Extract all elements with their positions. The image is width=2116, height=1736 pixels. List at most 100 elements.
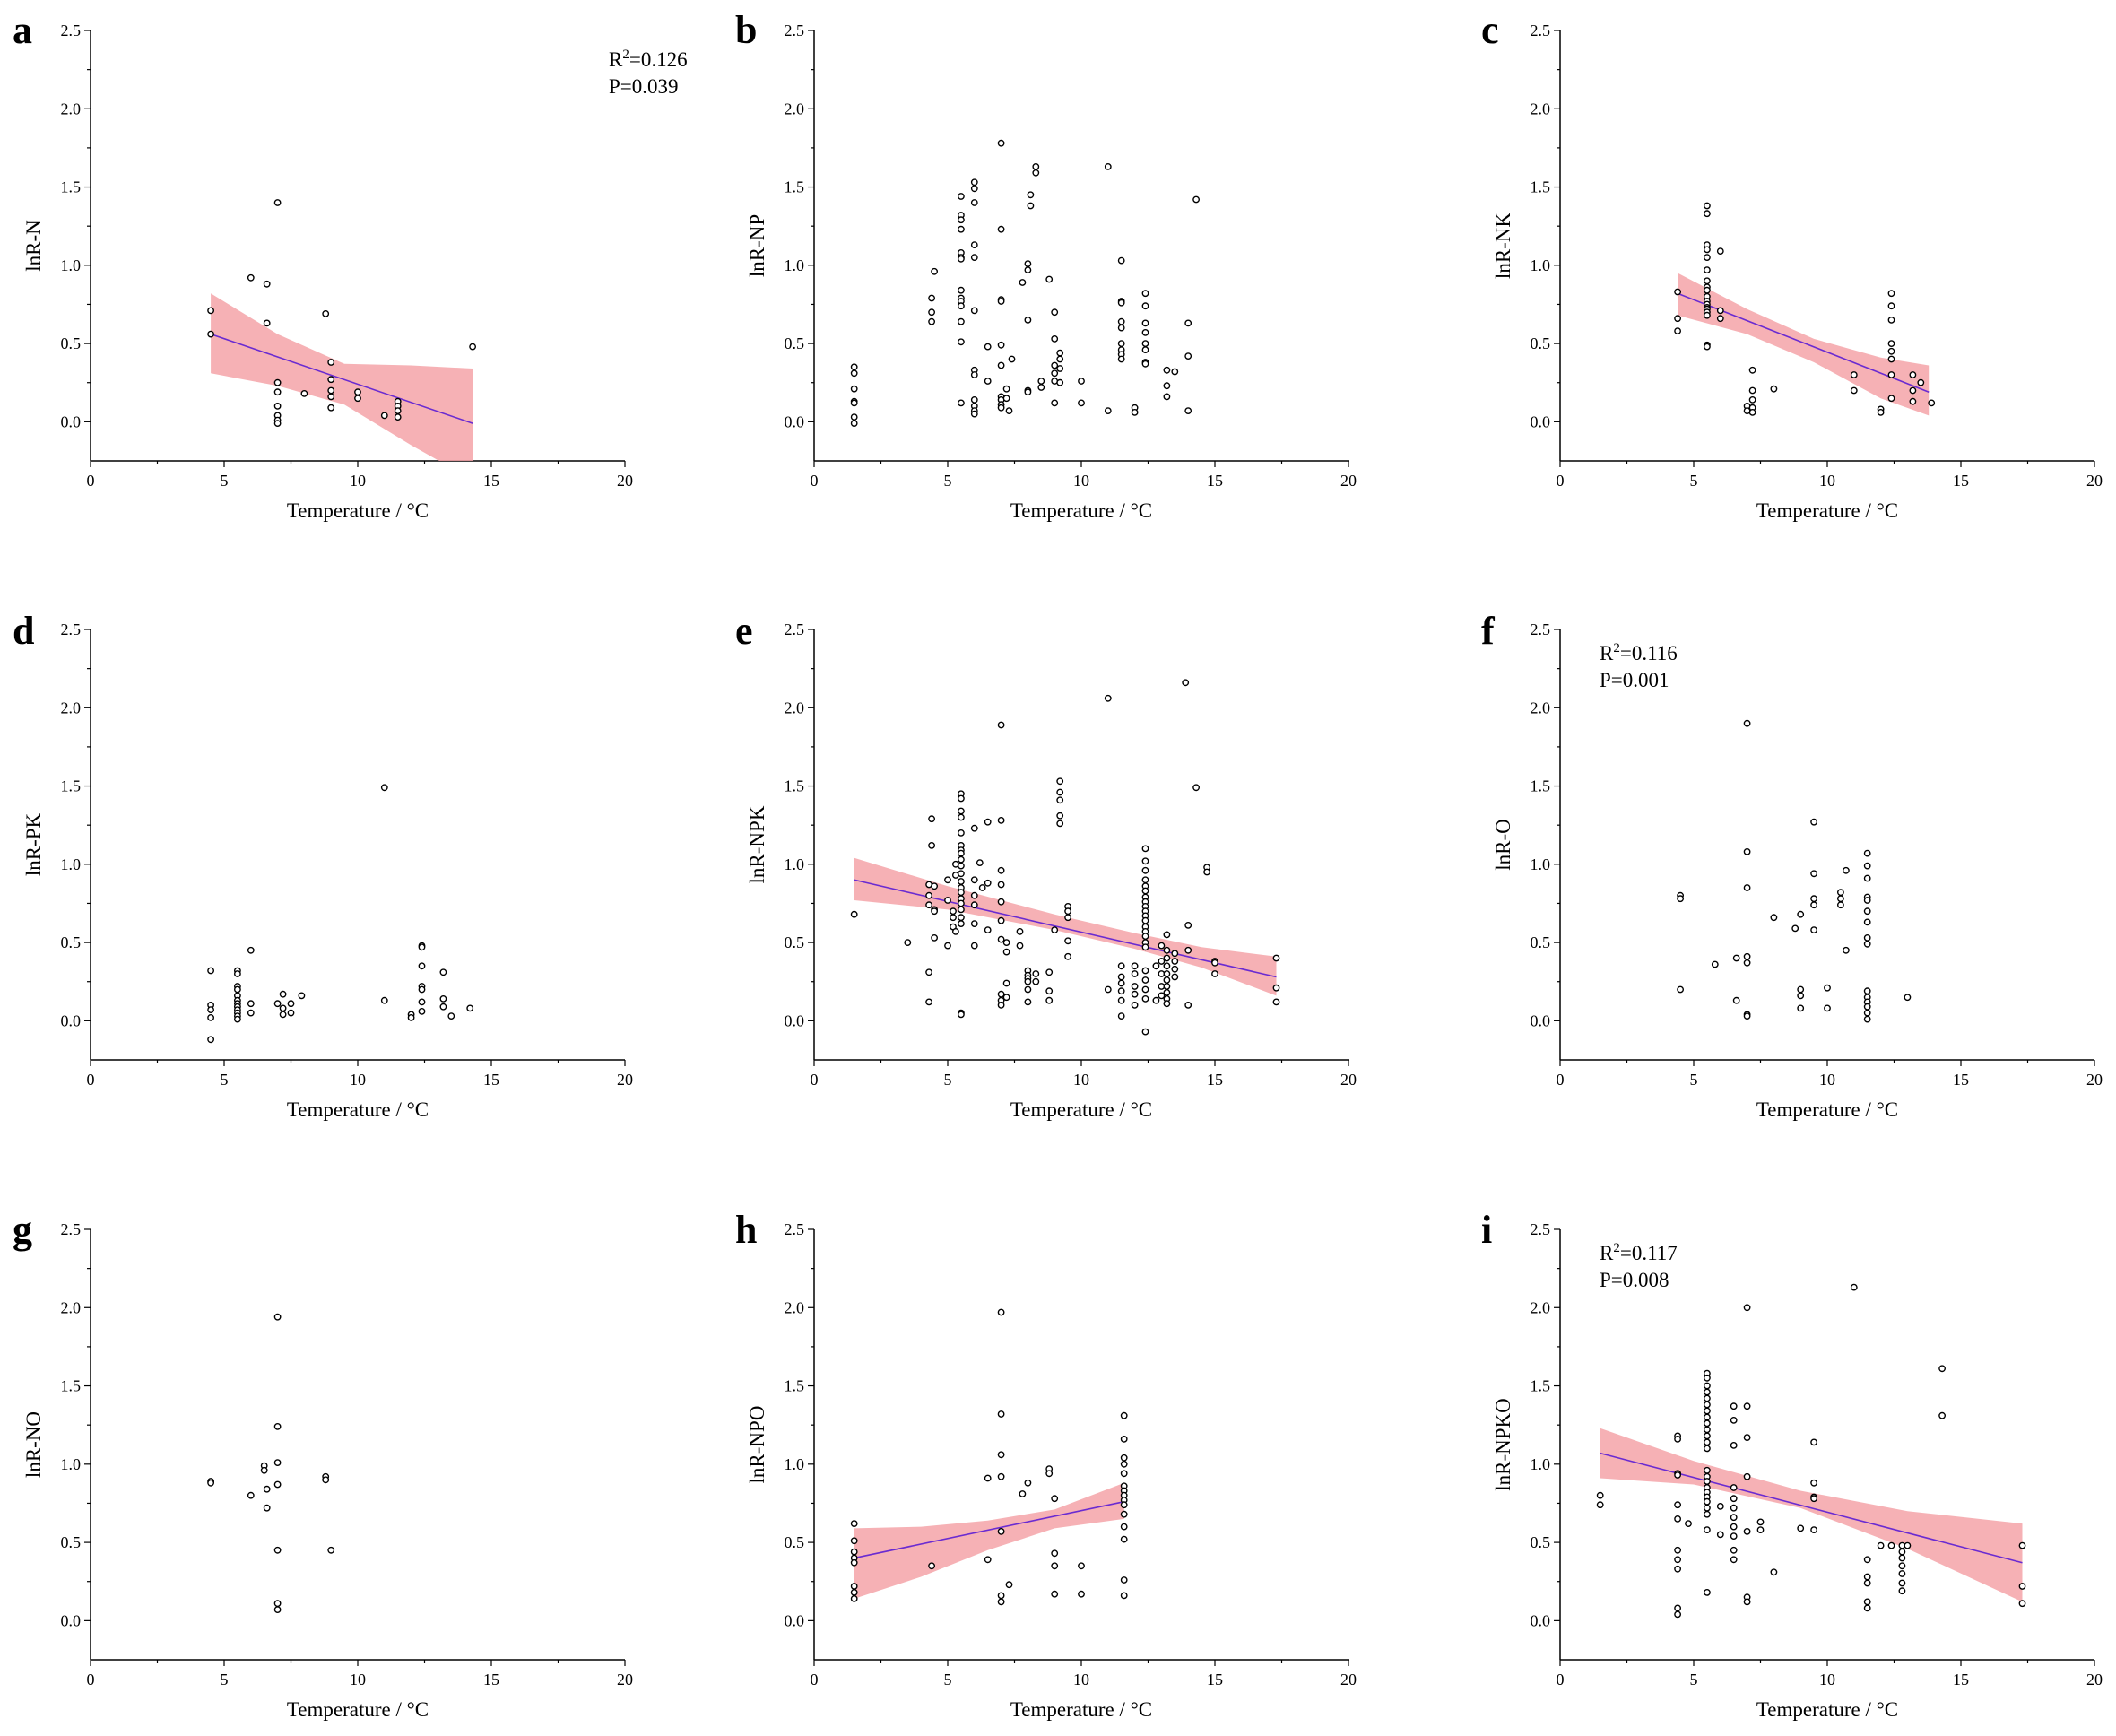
data-point — [1797, 910, 1805, 918]
data-point — [1152, 996, 1160, 1004]
data-point — [1078, 378, 1085, 385]
data-point — [850, 1548, 858, 1556]
data-point — [273, 1546, 282, 1554]
data-point — [1704, 266, 1711, 273]
data-point — [1163, 382, 1171, 390]
y-tick-label: 0.5 — [1531, 334, 1551, 352]
data-point — [263, 1485, 271, 1493]
y-axis-title: lnR-O — [1492, 819, 1514, 871]
x-tick-label: 5 — [944, 1071, 952, 1089]
x-tick-label: 0 — [1557, 472, 1565, 490]
x-tick-label: 20 — [617, 472, 633, 490]
data-point — [1704, 254, 1711, 261]
data-point — [1704, 1401, 1711, 1409]
data-point — [1674, 1610, 1682, 1619]
data-point — [1158, 992, 1166, 1000]
data-point — [1704, 1510, 1711, 1518]
x-tick-label: 15 — [483, 472, 499, 490]
data-point — [327, 1546, 335, 1554]
data-point — [1887, 1541, 1895, 1549]
data-point — [1674, 1471, 1682, 1479]
data-point — [1192, 195, 1201, 204]
data-point — [260, 1466, 268, 1474]
data-point — [1850, 1283, 1858, 1291]
data-point — [970, 371, 978, 378]
data-point — [354, 388, 361, 396]
data-point — [1064, 907, 1072, 916]
data-point — [1032, 977, 1040, 985]
data-point — [1163, 976, 1171, 984]
data-point — [1898, 1570, 1906, 1577]
data-point — [1141, 943, 1149, 951]
panel-letter: a — [13, 8, 32, 52]
y-tick-label: 1.5 — [1531, 777, 1551, 795]
y-tick-label: 0.0 — [61, 1611, 82, 1629]
data-point — [327, 393, 335, 401]
data-point — [970, 824, 978, 832]
data-point — [1141, 887, 1149, 895]
x-tick-label: 5 — [944, 1671, 952, 1688]
data-point — [1120, 1470, 1128, 1478]
y-tick-label: 2.5 — [785, 1220, 805, 1238]
data-point — [1002, 948, 1010, 956]
data-point — [1051, 1562, 1059, 1570]
data-point — [997, 1528, 1005, 1535]
data-point — [273, 388, 282, 396]
data-point — [1152, 962, 1160, 970]
data-point — [997, 1592, 1005, 1600]
x-tick-label: 10 — [350, 472, 366, 490]
data-point — [1863, 934, 1871, 942]
data-point — [1117, 1012, 1125, 1020]
data-point — [1163, 1000, 1171, 1008]
data-point — [273, 1600, 282, 1608]
data-point — [273, 420, 282, 427]
data-point — [1184, 319, 1192, 327]
data-point — [1141, 876, 1149, 884]
data-point — [1163, 366, 1171, 374]
data-point — [1704, 1589, 1711, 1596]
data-point — [970, 307, 978, 315]
x-tick-label: 5 — [1690, 1671, 1698, 1688]
data-point — [850, 413, 858, 421]
data-point — [247, 946, 255, 954]
data-point — [1743, 1472, 1751, 1480]
data-point — [925, 901, 933, 909]
x-tick-label: 20 — [617, 1071, 633, 1089]
data-point — [300, 389, 308, 397]
data-point — [1863, 1604, 1871, 1612]
regression-line — [854, 1500, 1124, 1559]
y-tick-label: 1.5 — [1531, 1377, 1551, 1395]
data-point — [931, 907, 939, 916]
data-point — [970, 410, 978, 418]
y-tick-label: 0.5 — [785, 1533, 805, 1551]
data-point — [1045, 1470, 1054, 1478]
data-point — [1596, 1491, 1604, 1499]
x-axis-title: Temperature / °C — [1756, 1098, 1898, 1121]
data-point — [2018, 1600, 2026, 1608]
data-point — [1704, 1478, 1711, 1485]
x-tick-label: 10 — [1819, 1671, 1835, 1688]
data-point — [850, 369, 858, 378]
data-point — [850, 363, 858, 371]
confidence-band — [211, 293, 473, 461]
data-point — [1024, 985, 1032, 994]
data-point — [1141, 857, 1149, 865]
y-tick-label: 1.0 — [785, 1455, 805, 1473]
data-point — [1019, 1490, 1027, 1497]
data-point — [1743, 952, 1751, 960]
data-point — [1117, 355, 1125, 363]
data-point — [327, 359, 335, 366]
data-point — [469, 343, 476, 351]
data-point — [958, 807, 965, 815]
data-point — [1730, 1556, 1738, 1564]
data-point — [1002, 385, 1010, 393]
data-point — [1674, 288, 1682, 296]
data-point — [1016, 928, 1024, 935]
data-point — [1141, 933, 1149, 941]
data-point — [958, 855, 965, 864]
data-point — [1797, 985, 1805, 994]
x-axis-title: Temperature / °C — [1756, 1698, 1898, 1721]
panel-h: h 0.0 0.5 1.0 1.5 2.0 2.5 0 5 10 15 20 Temperature /… — [735, 1208, 1678, 1721]
data-point — [1051, 1590, 1059, 1598]
x-tick-label: 15 — [1207, 1071, 1223, 1089]
